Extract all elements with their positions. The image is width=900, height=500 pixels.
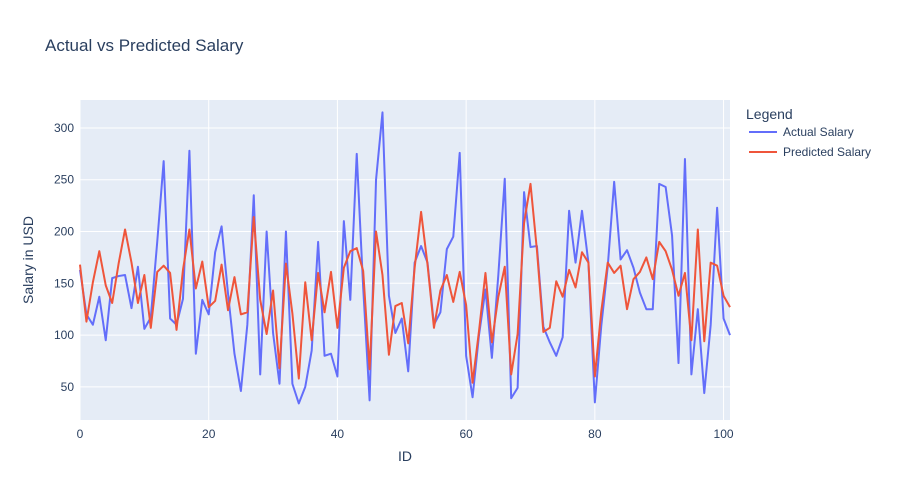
series-predicted-salary [79,182,731,384]
y-tick-label: 150 [54,276,74,290]
x-axis-title: ID [398,448,412,464]
series-line [79,111,731,405]
series-layer [79,111,731,405]
y-tick-label: 250 [54,173,74,187]
legend-label: Predicted Salary [783,145,871,159]
legend-label: Actual Salary [783,125,854,139]
legend-item[interactable]: Actual Salary [749,125,854,139]
axis-ticks: 0 20 40 60 80 100 50 100 150 200 250 300 [54,121,734,441]
x-tick-label: 80 [588,427,602,441]
series-line [79,182,731,384]
plot-area [80,100,730,420]
series-actual-salary [79,111,731,405]
x-tick-label: 100 [714,427,734,441]
y-tick-label: 100 [54,328,74,342]
chart-title: Actual vs Predicted Salary [45,36,244,55]
y-tick-label: 50 [61,380,75,394]
legend-title: Legend [746,106,793,122]
x-tick-label: 20 [202,427,216,441]
y-axis-title: Salary in USD [20,216,36,304]
y-tick-label: 300 [54,121,74,135]
legend: Legend Actual Salary Predicted Salary [746,106,871,159]
y-tick-label: 200 [54,225,74,239]
legend-item[interactable]: Predicted Salary [749,145,871,159]
x-tick-label: 0 [77,427,84,441]
x-tick-label: 40 [331,427,345,441]
x-tick-label: 60 [459,427,473,441]
